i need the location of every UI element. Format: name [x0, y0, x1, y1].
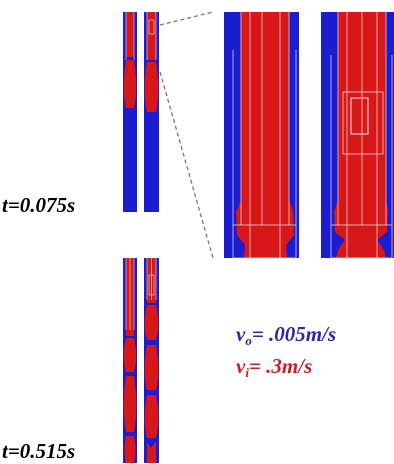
time-label-bottom: t=0.515s — [2, 439, 76, 463]
inner-velocity-subscript: i — [245, 365, 249, 380]
inner-velocity-value: = .3m/s — [248, 354, 313, 378]
channel-right-t0515 — [144, 258, 159, 463]
outer-velocity-subscript: o — [245, 333, 252, 348]
zoom-panel-right — [321, 12, 394, 259]
outer-velocity-label: vo= .005m/s — [236, 322, 336, 349]
channel-left-t0075 — [123, 12, 137, 212]
channel-right-t0075 — [144, 12, 159, 212]
outer-velocity-value: = .005m/s — [251, 322, 337, 346]
zoom-panel-left — [224, 12, 299, 259]
inner-velocity-symbol: v — [236, 354, 246, 378]
time-label-top: t=0.075s — [2, 193, 76, 217]
inner-velocity-label: vi= .3m/s — [236, 354, 312, 381]
channel-left-t0515 — [123, 258, 137, 463]
outer-velocity-symbol: v — [236, 322, 246, 346]
zoom-guides — [159, 11, 214, 259]
